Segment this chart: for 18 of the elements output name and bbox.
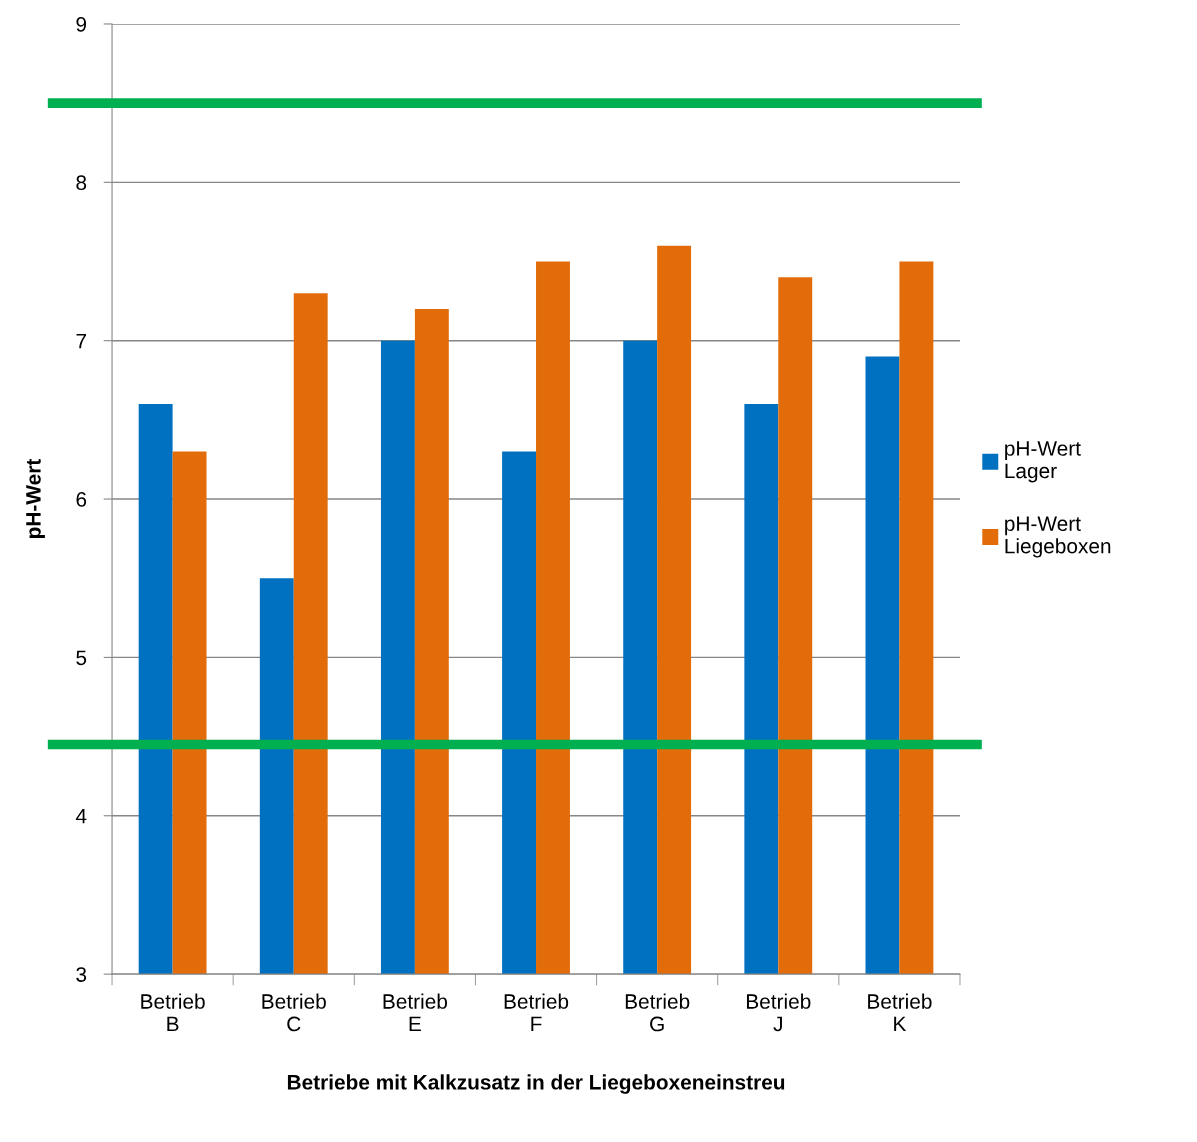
y-tick-label: 8 — [76, 175, 87, 191]
y-tick-label: 4 — [75, 808, 87, 824]
x-tick-label: Betrieb E — [383, 993, 448, 1032]
y-tick-label: 9 — [76, 16, 87, 32]
y-tick-label: 3 — [76, 967, 87, 982]
x-axis-title: Betriebe mit Kalkzusatz in der Liegeboxeneinstreu — [287, 1074, 785, 1094]
x-tick-label: Betrieb K — [868, 993, 932, 1032]
y-tick-label: 7 — [76, 333, 86, 349]
x-tick-label: Betrieb C — [262, 993, 326, 1032]
x-tick-label: Betrieb G — [625, 993, 690, 1032]
legend-label: pH-Wert Liegeboxen — [1005, 516, 1111, 558]
y-tick-label: 5 — [76, 650, 87, 666]
x-tick-label: Betrieb F — [504, 993, 569, 1032]
y-axis-title: pH-Wert — [26, 458, 45, 538]
x-tick-label: Betrieb J — [747, 993, 811, 1032]
y-tick-label: 6 — [76, 492, 87, 507]
legend-label: pH-Wert Lager — [1005, 441, 1081, 483]
x-tick-label: Betrieb B — [141, 993, 205, 1032]
